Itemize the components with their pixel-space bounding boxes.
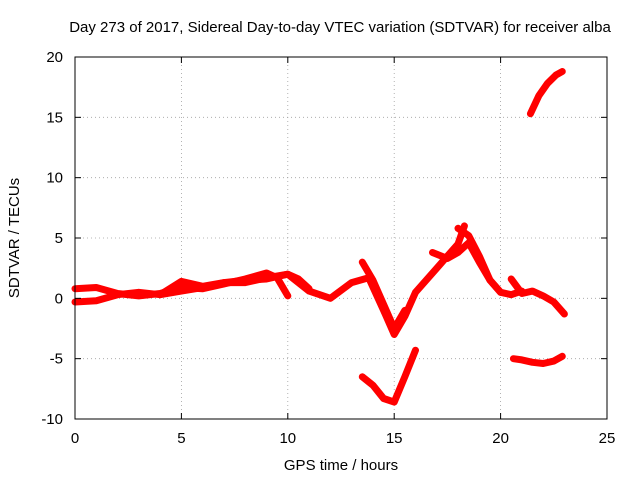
axis-ticks: 0 5 10 15 20 25 -10 -5 0 5 10 15 20	[41, 49, 615, 447]
x-tick-label: 25	[599, 430, 616, 447]
series-track-9	[509, 352, 566, 367]
y-tick-label: 20	[46, 49, 63, 66]
x-tick-label: 5	[177, 430, 185, 447]
y-tick-label: 10	[46, 170, 63, 187]
x-tick-label: 10	[279, 430, 296, 447]
x-axis-label: GPS time / hours	[284, 457, 398, 474]
x-tick-label: 15	[386, 430, 403, 447]
grid-lines	[75, 57, 607, 419]
y-tick-label: 5	[55, 230, 63, 247]
series-track-10	[526, 68, 566, 118]
y-axis-label: SDTVAR / TECUs	[6, 178, 23, 298]
y-tick-label: 0	[55, 290, 63, 307]
y-tick-label: -10	[41, 411, 63, 428]
x-tick-label: 0	[71, 430, 79, 447]
data-series	[71, 68, 568, 406]
series-track-6	[454, 224, 526, 299]
series-track-8	[358, 346, 419, 406]
y-tick-label: 15	[46, 109, 63, 126]
x-tick-label: 20	[492, 430, 509, 447]
series-track-3	[156, 270, 313, 299]
series-track-4	[358, 258, 409, 332]
series-track-7	[507, 275, 568, 318]
y-tick-label: -5	[50, 351, 63, 368]
chart-title: Day 273 of 2017, Sidereal Day-to-day VTE…	[69, 19, 611, 36]
